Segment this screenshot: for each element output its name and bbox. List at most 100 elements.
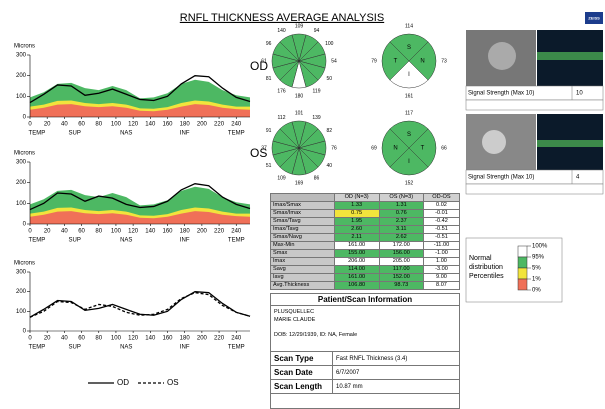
signal-label: Signal Strength (Max 10) [468, 175, 534, 181]
quadrant-value: 152 [405, 180, 414, 186]
x-tick-label: 160 [162, 229, 173, 235]
x-tick-label: 180 [180, 229, 191, 235]
quadrant-letter: N [420, 59, 424, 65]
field-value: 6/7/2007 [333, 370, 359, 376]
clock-value: 176 [277, 89, 286, 95]
x-tick-label: 20 [44, 122, 51, 128]
clock-value: 109 [295, 23, 304, 29]
field-label: Scan Date [271, 366, 333, 379]
region-label: NAS [120, 345, 132, 351]
x-tick-label: 200 [197, 336, 208, 342]
clock-value: 109 [277, 176, 286, 182]
x-tick-label: 20 [44, 336, 51, 342]
legend-swatch [518, 246, 527, 257]
table-cell: 98.73 [379, 282, 423, 290]
x-tick-label: 180 [180, 122, 191, 128]
table-cell: -3.00 [423, 266, 459, 274]
y-tick-label: 200 [16, 180, 27, 186]
x-tick-label: 240 [231, 229, 242, 235]
y-axis-label: Microns [14, 261, 35, 267]
row-label: Smax/Tavg [271, 218, 335, 226]
table-row: Imax/Tavg2.603.11-0.51 [271, 226, 460, 234]
report: RNFL THICKNESS AVERAGE ANALYSIS ZEISS Mi… [0, 0, 605, 409]
field-value: 10.87 mm [333, 384, 363, 390]
x-tick-label: 40 [61, 229, 68, 235]
clock-value: 50 [327, 76, 333, 82]
legend-swatch [518, 279, 527, 290]
region-label: TEMP [228, 238, 245, 244]
region-label: TEMP [228, 345, 245, 351]
row-label: Imax [271, 258, 335, 266]
x-tick-label: 60 [78, 336, 85, 342]
y-tick-label: 100 [16, 94, 27, 100]
clock-value: 180 [295, 93, 304, 99]
clock-value: 82 [327, 128, 333, 134]
table-cell: 1.00 [423, 258, 459, 266]
quadrant-letter: S [407, 45, 411, 51]
table-cell: 161.00 [334, 242, 379, 250]
header-cell [271, 194, 335, 202]
clock-value: 76 [331, 145, 337, 151]
patient-line: MARIE CLAUDE [274, 317, 456, 325]
x-tick-label: 220 [214, 229, 225, 235]
x-tick-label: 40 [61, 336, 68, 342]
x-tick-label: 180 [180, 336, 191, 342]
header-cell: OD-OS [423, 194, 459, 202]
table-cell: 155.00 [334, 250, 379, 258]
legend-swatch [518, 257, 527, 268]
header-cell: OD (N=3) [334, 194, 379, 202]
y-tick-label: 300 [16, 160, 27, 166]
table-cell: -0.51 [423, 226, 459, 234]
y-tick-label: 300 [16, 270, 27, 276]
y-tick-label: 0 [23, 222, 27, 228]
clock-value: 100 [325, 41, 334, 47]
x-tick-label: 240 [231, 336, 242, 342]
quadrant-letter: T [421, 146, 425, 152]
logo: ZEISS [588, 16, 600, 21]
oct-band [537, 140, 603, 147]
region-label: SUP [69, 131, 81, 137]
x-tick-label: 100 [111, 336, 122, 342]
row-label: Smax/Imax [271, 210, 335, 218]
region-label: NAS [120, 131, 132, 137]
table-cell: 206.00 [334, 258, 379, 266]
signal-row-blank [466, 100, 603, 110]
legend-tick-label: 5% [532, 266, 541, 272]
patient-field: Scan TypeFast RNFL Thickness (3.4) [271, 352, 459, 366]
table-cell: 205.00 [379, 258, 423, 266]
signal-value: 10 [576, 91, 583, 97]
quadrant-value: 66 [441, 145, 447, 151]
x-tick-label: 100 [111, 122, 122, 128]
region-label: TEMP [29, 238, 46, 244]
x-tick-label: 0 [28, 122, 32, 128]
region-label: NAS [120, 238, 132, 244]
quadrant-value: 79 [371, 58, 377, 64]
patient-info: Patient/Scan InformationPLUSQUELLECMARIE… [270, 293, 460, 409]
row-label: Smax/Navg [271, 234, 335, 242]
x-tick-label: 140 [145, 229, 156, 235]
row-label: Avg.Thickness [271, 282, 335, 290]
legend-title: Normal [469, 255, 492, 262]
row-label: Savg [271, 266, 335, 274]
field-label: Scan Length [271, 380, 333, 393]
row-label: Iavg [271, 274, 335, 282]
x-tick-label: 0 [28, 229, 32, 235]
x-tick-label: 20 [44, 229, 51, 235]
x-tick-label: 240 [231, 122, 242, 128]
clock-value: 94 [314, 28, 320, 34]
x-tick-label: 80 [95, 229, 102, 235]
region-label: SUP [69, 238, 81, 244]
clock-value: 112 [278, 115, 286, 121]
y-axis-label: Microns [14, 44, 35, 50]
legend-title: distribution [469, 264, 503, 271]
quadrant-letter: N [393, 146, 397, 152]
header-row: OD (N=3)OS (N=3)OD-OS [271, 194, 460, 202]
table-cell: 9.00 [423, 274, 459, 282]
table-cell: 0.75 [334, 210, 379, 218]
table-cell: 172.00 [379, 242, 423, 250]
legend-label: OS [167, 378, 179, 387]
legend-tick-label: 0% [532, 288, 541, 294]
